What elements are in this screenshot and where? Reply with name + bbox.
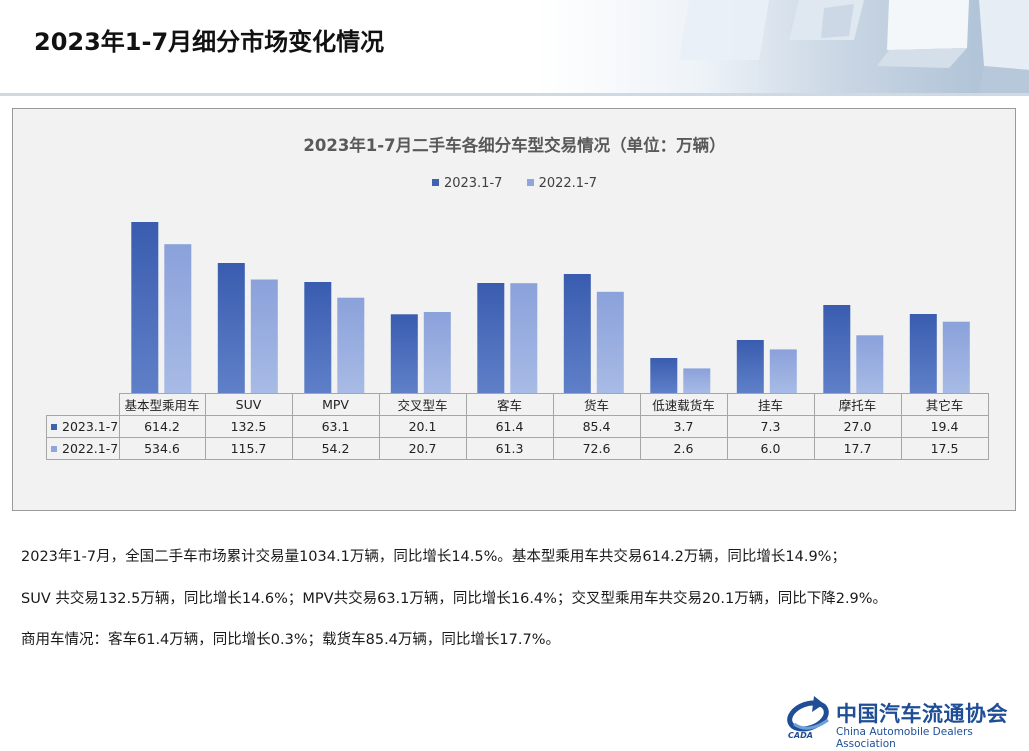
table-value-cell: 17.5 bbox=[900, 437, 989, 460]
legend-swatch-2022 bbox=[526, 179, 534, 186]
table-value-cell: 534.6 bbox=[118, 437, 206, 460]
logo-abbreviation: CADA bbox=[788, 731, 813, 740]
table-value-cell: 115.7 bbox=[204, 437, 293, 460]
table-series-name: 2023.1-7 bbox=[62, 419, 119, 434]
header-divider bbox=[0, 93, 1029, 96]
table-value-cell: 20.7 bbox=[378, 437, 467, 460]
table-value-cell: 132.5 bbox=[204, 415, 293, 438]
table-header-row: 基本型乘用车 SUV MPV 交叉型车 客车 货车 低速载货车 挂车 摩托车 其… bbox=[47, 393, 989, 416]
bar-2023-4 bbox=[477, 283, 505, 393]
table-value-cell: 61.4 bbox=[465, 415, 554, 438]
table-value-cell: 63.1 bbox=[291, 415, 380, 438]
bar-2022-2 bbox=[337, 297, 365, 393]
table-row-2023: 2023.1-7 614.2 132.5 63.1 20.1 61.4 85.4… bbox=[46, 415, 989, 438]
page-title: 2023年1-7月细分市场变化情况 bbox=[34, 28, 385, 56]
chart-data-table: 基本型乘用车 SUV MPV 交叉型车 客车 货车 低速载货车 挂车 摩托车 其… bbox=[46, 393, 989, 460]
legend-label-2023: 2023.1-7 bbox=[443, 176, 503, 191]
table-value-cell: 17.7 bbox=[813, 437, 902, 460]
bar-2022-7 bbox=[769, 349, 797, 393]
bar-2022-5 bbox=[596, 291, 624, 393]
table-value-cell: 6.0 bbox=[726, 437, 815, 460]
table-category-cell: 基本型乘用车 bbox=[118, 393, 206, 416]
bar-2022-0 bbox=[164, 244, 192, 393]
decorative-cubes-image bbox=[679, 0, 1029, 96]
table-category-cell: 挂车 bbox=[726, 393, 815, 416]
bar-2023-7 bbox=[736, 340, 764, 393]
bar-2023-6 bbox=[650, 358, 678, 393]
table-value-cell: 61.3 bbox=[465, 437, 554, 460]
cada-logo: CADA 中国汽车流通协会 China Automobile Dealers A… bbox=[784, 694, 1024, 750]
legend-swatch-2023 bbox=[431, 179, 439, 186]
bar-2023-2 bbox=[304, 282, 332, 393]
table-value-cell: 614.2 bbox=[118, 415, 206, 438]
table-category-cell: SUV bbox=[204, 393, 293, 416]
table-value-cell: 2.6 bbox=[639, 437, 728, 460]
chart-legend: 2023.1-7 2022.1-7 bbox=[0, 176, 1029, 191]
table-value-cell: 20.1 bbox=[378, 415, 467, 438]
table-value-cell: 7.3 bbox=[726, 415, 815, 438]
bar-2022-3 bbox=[423, 312, 451, 393]
table-value-cell: 3.7 bbox=[639, 415, 728, 438]
summary-line-1: 2023年1-7月，全国二手车市场累计交易量1034.1万辆，同比增长14.5%… bbox=[21, 549, 846, 565]
table-row-2022: 2022.1-7 534.6 115.7 54.2 20.7 61.3 72.6… bbox=[46, 437, 989, 460]
bar-2023-5 bbox=[563, 274, 591, 393]
table-swatch-2023 bbox=[51, 424, 57, 430]
legend-item-2023: 2023.1-7 bbox=[431, 176, 503, 191]
cada-emblem-icon bbox=[787, 696, 829, 732]
table-corner-cell bbox=[47, 394, 120, 416]
table-category-cell: 低速载货车 bbox=[639, 393, 728, 416]
table-value-cell: 85.4 bbox=[552, 415, 641, 438]
table-series-label-2022: 2022.1-7 bbox=[46, 437, 120, 460]
logo-name-en: China Automobile Dealers Association bbox=[836, 726, 973, 750]
summary-line-3: 商用车情况：客车61.4万辆，同比增长0.3%；载货车85.4万辆，同比增长17… bbox=[21, 632, 560, 648]
bar-2022-6 bbox=[683, 368, 711, 393]
table-category-cell: 其它车 bbox=[900, 393, 989, 416]
legend-item-2022: 2022.1-7 bbox=[526, 176, 598, 191]
header-banner: 2023年1-7月细分市场变化情况 bbox=[0, 0, 1029, 96]
legend-label-2022: 2022.1-7 bbox=[538, 176, 598, 191]
bar-2023-1 bbox=[217, 263, 245, 393]
table-series-label-2023: 2023.1-7 bbox=[46, 415, 120, 438]
table-category-cell: 货车 bbox=[552, 393, 641, 416]
bar-2022-4 bbox=[510, 283, 538, 393]
bar-2023-3 bbox=[390, 314, 418, 393]
table-category-cell: 摩托车 bbox=[813, 393, 902, 416]
table-value-cell: 19.4 bbox=[900, 415, 989, 438]
bar-2022-9 bbox=[942, 321, 970, 393]
table-swatch-2022 bbox=[51, 446, 57, 452]
table-category-cell: 交叉型车 bbox=[378, 393, 467, 416]
bar-2022-8 bbox=[856, 335, 884, 393]
chart-title: 2023年1-7月二手车各细分车型交易情况（单位：万辆） bbox=[303, 136, 726, 155]
bar-2023-8 bbox=[823, 305, 851, 393]
table-value-cell: 54.2 bbox=[291, 437, 380, 460]
table-category-cell: 客车 bbox=[465, 393, 554, 416]
bar-2022-1 bbox=[250, 279, 278, 393]
table-category-cell: MPV bbox=[291, 393, 380, 416]
table-series-name: 2022.1-7 bbox=[62, 441, 119, 456]
bar-2023-9 bbox=[909, 314, 937, 393]
logo-name-cn: 中国汽车流通协会 bbox=[836, 701, 1008, 726]
summary-line-2: SUV 共交易132.5万辆，同比增长14.6%；MPV共交易63.1万辆，同比… bbox=[21, 591, 888, 607]
table-value-cell: 72.6 bbox=[552, 437, 641, 460]
bar-2023-0 bbox=[131, 222, 159, 393]
table-value-cell: 27.0 bbox=[813, 415, 902, 438]
